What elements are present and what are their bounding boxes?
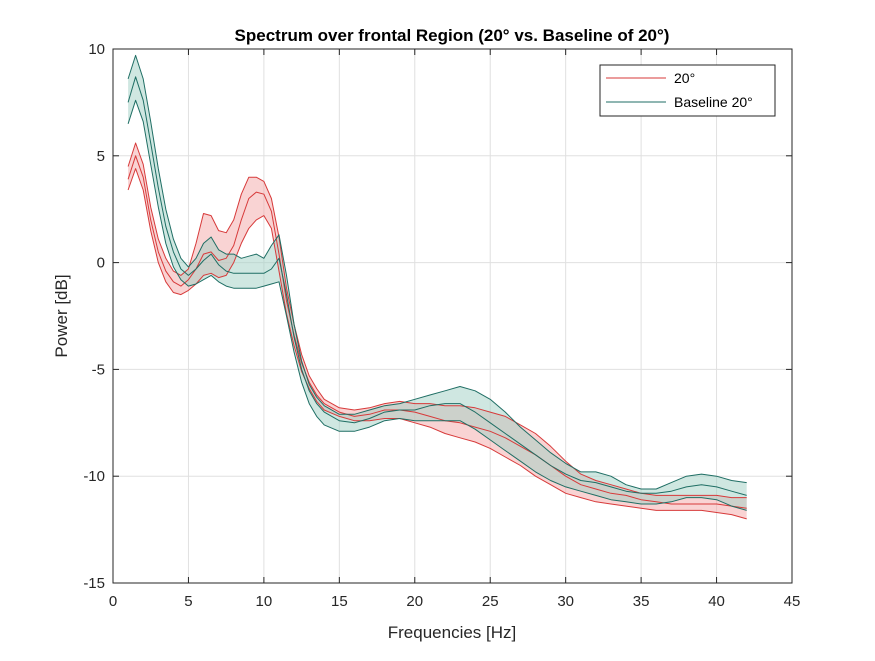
x-tick-label: 5 [184,593,192,610]
y-tick-label: 0 [97,255,105,272]
chart-title: Spectrum over frontal Region (20° vs. Ba… [235,26,670,45]
legend-label-20deg: 20° [674,70,695,86]
axes-box [112,48,793,584]
axis-ticks [112,48,793,584]
series-lines [127,54,747,520]
y-tick-label: -10 [83,468,105,485]
y-tick-label: -15 [83,575,105,592]
y-axis-label: Power [dB] [52,274,71,357]
x-axis-label: Frequencies [Hz] [388,623,517,642]
legend: 20° Baseline 20° [599,64,776,117]
x-tick-label: 40 [708,593,725,610]
x-tick-label: 10 [256,593,273,610]
y-tick-label: -5 [92,361,105,378]
x-tick-label: 15 [331,593,348,610]
line-baseline-mean [127,76,747,496]
x-tick-label: 45 [784,593,801,610]
line-baseline-upper [127,54,747,490]
y-tick-label: 10 [88,41,105,58]
y-tick-label: 5 [97,148,105,165]
line-baseline-lower [127,99,747,511]
x-tick-labels: 0 5 10 15 20 25 30 35 40 45 [109,593,801,610]
band-baseline [128,55,747,511]
x-tick-label: 30 [557,593,574,610]
y-tick-labels: -15 -10 -5 0 5 10 [83,41,105,592]
x-tick-label: 20 [406,593,423,610]
legend-box [599,64,776,117]
confidence-bands [128,55,747,519]
x-tick-label: 0 [109,593,117,610]
line-20deg-upper [127,142,747,499]
x-tick-label: 25 [482,593,499,610]
legend-label-baseline: Baseline 20° [674,94,753,110]
x-tick-label: 35 [633,593,650,610]
